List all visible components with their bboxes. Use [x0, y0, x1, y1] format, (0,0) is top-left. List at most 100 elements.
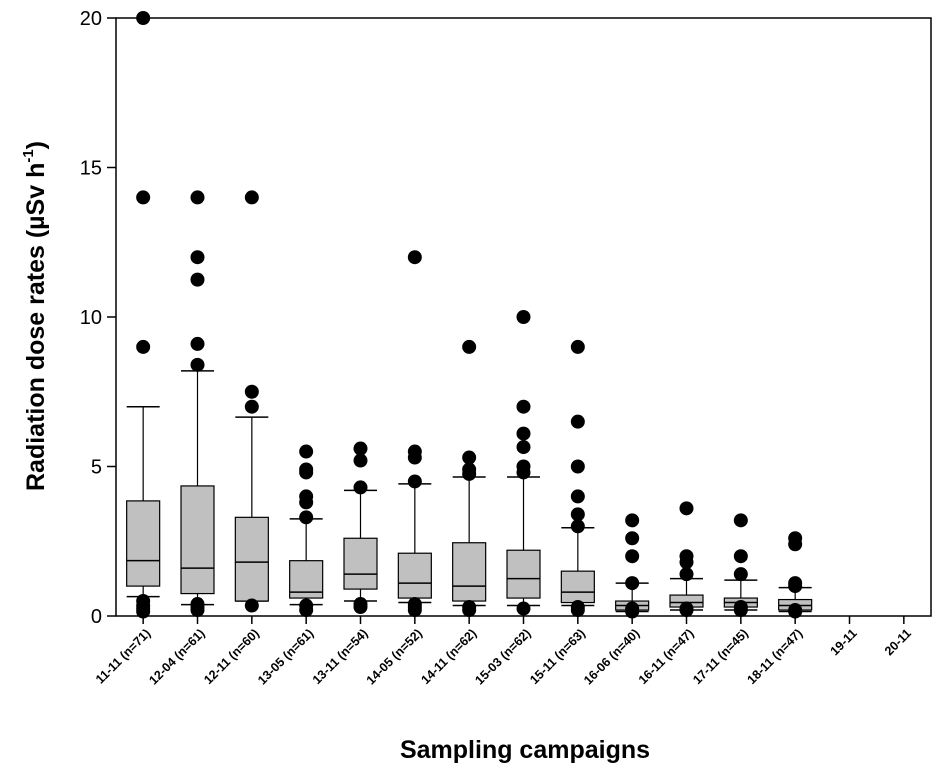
- box-8: [560, 570, 595, 604]
- outlier-point-12-5: [788, 604, 803, 619]
- outlier-point-7-0: [516, 310, 531, 324]
- x-tick-label-0: 11-11 (n=71): [93, 626, 153, 686]
- outlier-point-9-5: [625, 604, 640, 619]
- outlier-point-7-5: [516, 465, 531, 480]
- box-5: [397, 552, 432, 599]
- y-tick-label-4: 20: [80, 8, 102, 30]
- outlier-point-3-2: [299, 465, 314, 480]
- box-group-2: [234, 190, 269, 613]
- outlier-point-1-3: [190, 336, 205, 351]
- outlier-point-8-5: [570, 519, 585, 534]
- outlier-point-5-3: [407, 474, 422, 489]
- outlier-point-0-2: [136, 339, 151, 354]
- x-axis: 11-11 (n=71)12-04 (n=61)12-11 (n=60)13-0…: [93, 616, 914, 687]
- x-tick-label-10: 16-11 (n=47): [636, 626, 697, 687]
- box-group-12: [778, 531, 813, 619]
- y-tick-label-2: 10: [80, 307, 102, 329]
- outlier-point-7-1: [516, 399, 531, 414]
- box-0: [126, 500, 161, 587]
- outlier-point-12-3: [788, 579, 803, 594]
- box-group-10: [669, 501, 704, 618]
- outlier-point-10-0: [679, 501, 694, 516]
- outlier-point-11-1: [733, 549, 748, 564]
- box-group-7: [506, 310, 541, 616]
- outlier-point-6-3: [462, 466, 477, 481]
- outlier-point-4-2: [353, 480, 368, 495]
- outlier-point-2-2: [244, 399, 259, 414]
- outlier-point-2-1: [244, 384, 259, 399]
- outlier-point-5-2: [407, 450, 422, 465]
- outlier-point-12-1: [788, 537, 803, 552]
- y-tick-label-0: 0: [91, 606, 102, 628]
- x-tick-label-12: 18-11 (n=47): [745, 626, 806, 687]
- x-tick-label-5: 14-05 (n=52): [364, 626, 425, 687]
- outlier-point-8-3: [570, 489, 585, 504]
- x-tick-label-2: 12-11 (n=60): [201, 626, 262, 687]
- x-tick-label-6: 14-11 (n=62): [419, 626, 480, 687]
- box-group-0: [126, 11, 161, 619]
- box-group-6: [452, 339, 487, 618]
- outlier-point-11-2: [733, 567, 748, 582]
- outlier-point-7-6: [516, 601, 531, 616]
- outlier-point-5-6: [407, 603, 422, 618]
- outlier-point-4-4: [353, 600, 368, 615]
- box-1: [180, 485, 215, 595]
- plot-area: [115, 11, 932, 619]
- outlier-point-9-0: [625, 513, 640, 528]
- box-group-1: [180, 190, 215, 618]
- outlier-point-8-1: [570, 414, 585, 429]
- y-axis-title-main: Radiation dose rates (µSv h: [22, 163, 50, 491]
- y-axis-title-superscript: -1: [20, 149, 37, 162]
- outlier-point-3-0: [299, 444, 314, 459]
- outlier-point-1-1: [190, 250, 205, 265]
- outlier-point-8-2: [570, 459, 585, 474]
- outlier-point-11-0: [733, 513, 748, 528]
- outlier-point-6-1: [462, 450, 477, 465]
- x-tick-label-11: 17-11 (n=45): [690, 626, 751, 687]
- outlier-point-7-2: [516, 426, 531, 441]
- outlier-point-11-4: [733, 603, 748, 618]
- outlier-point-5-0: [407, 250, 422, 265]
- y-axis: 0 5 10 15 20: [80, 8, 116, 628]
- outlier-point-0-1: [136, 190, 151, 205]
- box-7: [506, 549, 541, 599]
- box-6: [452, 542, 487, 602]
- box-group-3: [289, 444, 324, 618]
- box-group-9: [615, 513, 650, 619]
- outlier-point-4-0: [353, 441, 368, 456]
- x-axis-title: Sampling campaigns: [400, 736, 650, 764]
- x-tick-label-8: 15-11 (n=63): [527, 626, 588, 687]
- outlier-point-3-5: [299, 510, 314, 525]
- y-axis-title-close: ): [22, 141, 50, 149]
- outlier-point-2-0: [244, 190, 259, 205]
- x-tick-label-7: 15-03 (n=62): [472, 626, 533, 687]
- outlier-point-6-5: [462, 603, 477, 618]
- box-group-8: [560, 339, 595, 618]
- y-tick-label-1: 5: [91, 457, 102, 479]
- outlier-point-9-3: [625, 576, 640, 591]
- box-group-11: [723, 513, 758, 618]
- x-tick-label-1: 12-04 (n=61): [146, 626, 207, 687]
- outlier-point-3-4: [299, 495, 314, 510]
- outlier-point-9-1: [625, 531, 640, 546]
- outlier-point-10-5: [679, 603, 694, 618]
- y-axis-title: Radiation dose rates (µSv h-1): [20, 141, 50, 491]
- outlier-point-4-1: [353, 453, 368, 468]
- box-4: [343, 537, 378, 590]
- outlier-point-0-6: [136, 604, 151, 619]
- x-tick-label-9: 16-06 (n=40): [581, 626, 642, 687]
- outlier-point-10-2: [679, 555, 694, 570]
- outlier-point-3-7: [299, 603, 314, 618]
- outlier-point-8-7: [570, 603, 585, 618]
- outlier-point-1-4: [190, 357, 205, 372]
- box-group-5: [397, 250, 432, 618]
- x-tick-label-4: 13-11 (n=54): [310, 626, 371, 687]
- outlier-point-6-0: [462, 339, 477, 354]
- outlier-point-10-3: [679, 567, 694, 582]
- outlier-point-1-2: [190, 272, 205, 287]
- box-2: [234, 516, 269, 602]
- outlier-point-9-2: [625, 549, 640, 564]
- outlier-point-1-0: [190, 190, 205, 205]
- box-group-4: [343, 441, 378, 615]
